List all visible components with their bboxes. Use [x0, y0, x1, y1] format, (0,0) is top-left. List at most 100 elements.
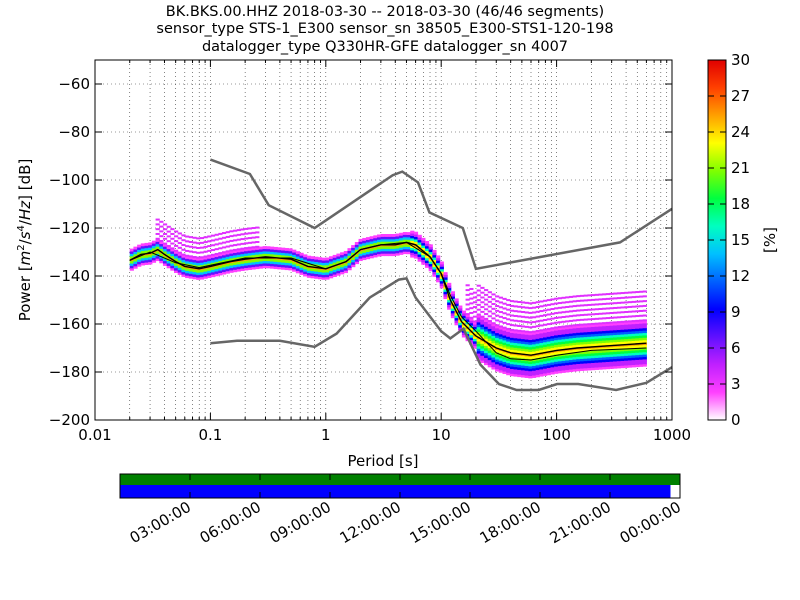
heatmap-cell [244, 267, 249, 271]
heatmap-cell [236, 256, 241, 260]
heatmap-cell [594, 323, 599, 327]
heatmap-cell [524, 306, 529, 309]
heatmap-cell [214, 243, 219, 246]
heatmap-cell [509, 330, 515, 334]
heatmap-cell [133, 258, 138, 262]
heatmap-cell [144, 242, 149, 246]
heatmap-cell [620, 358, 625, 361]
heatmap-cell [498, 336, 503, 340]
heatmap-cell [561, 320, 566, 323]
heatmap-cell [491, 352, 496, 356]
heatmap-cell [568, 352, 574, 356]
heatmap-cell [520, 331, 526, 335]
heatmap-cell [557, 344, 563, 347]
heatmap-cell [461, 332, 467, 336]
heatmap-cell [365, 237, 371, 240]
heatmap-cell [624, 301, 629, 304]
heatmap-cell [528, 368, 533, 372]
heatmap-cell [587, 318, 592, 321]
heatmap-cell [616, 336, 622, 340]
heatmap-cell [196, 237, 201, 240]
colorbar-tick-label: 6 [731, 339, 741, 357]
heatmap-cell [498, 350, 503, 354]
heatmap-cell [155, 250, 160, 254]
heatmap-cell [602, 342, 607, 346]
heatmap-cell [587, 348, 592, 352]
heatmap-cell [579, 327, 585, 331]
heatmap-cell [613, 341, 618, 345]
heatmap-cell [598, 307, 603, 310]
heatmap-cell [277, 266, 282, 270]
colorbar-tick-label: 24 [731, 123, 750, 141]
heatmap-cell [535, 340, 540, 344]
heatmap-cell [579, 351, 585, 355]
heatmap-cell [561, 316, 566, 319]
heatmap-cell [454, 312, 459, 316]
heatmap-cell [266, 258, 271, 262]
heatmap-cell [413, 238, 419, 242]
heatmap-cell [129, 248, 134, 252]
heatmap-cell [443, 288, 448, 292]
heatmap-cell [572, 335, 577, 338]
heatmap-cell [583, 351, 588, 354]
heatmap-cell [432, 264, 437, 268]
heatmap-cell [550, 298, 555, 301]
heatmap-cell [568, 295, 574, 298]
heatmap-cell [144, 262, 149, 265]
heatmap-cell [557, 297, 563, 300]
heatmap-cell [129, 251, 134, 254]
heatmap-cell [221, 251, 227, 254]
heatmap-cell [443, 291, 448, 295]
heatmap-cell [639, 323, 644, 327]
heatmap-cell [498, 306, 503, 309]
heatmap-cell [602, 361, 607, 365]
heatmap-cell [491, 325, 496, 329]
heatmap-cell [221, 246, 227, 249]
heatmap-cell [627, 328, 633, 332]
heatmap-cell [605, 332, 610, 336]
heatmap-cell [395, 238, 400, 242]
heatmap-cell [162, 243, 168, 247]
heatmap-cell [347, 252, 352, 256]
heatmap-cell [247, 246, 253, 249]
heatmap-cell [594, 317, 599, 320]
heatmap-cell [587, 357, 592, 361]
heatmap-cell [587, 341, 592, 345]
heatmap-cell [214, 261, 219, 265]
heatmap-cell [144, 257, 149, 261]
heatmap-cell [565, 310, 570, 313]
heatmap-cell [635, 340, 640, 344]
heatmap-cell [624, 315, 629, 318]
heatmap-cell [395, 250, 400, 254]
heatmap-cell [528, 375, 533, 379]
heatmap-cell [255, 245, 260, 248]
heatmap-cell [627, 326, 633, 330]
heatmap-cell [421, 242, 426, 246]
heatmap-cell [317, 271, 323, 275]
heatmap-cell [203, 263, 208, 267]
heatmap-cell [613, 311, 618, 314]
heatmap-cell [605, 327, 610, 331]
heatmap-cell [539, 337, 544, 341]
heatmap-cell [240, 253, 245, 257]
heatmap-cell [251, 259, 256, 263]
heatmap-cell [535, 350, 540, 354]
heatmap-cell [598, 357, 603, 361]
heatmap-cell [624, 291, 629, 294]
heatmap-cell [520, 306, 526, 309]
heatmap-cell [469, 307, 474, 310]
heatmap-cell [247, 237, 253, 240]
heatmap-cell [244, 248, 249, 252]
heatmap-cell [199, 264, 205, 268]
heatmap-cell [605, 337, 610, 341]
heatmap-cell [594, 355, 599, 358]
heatmap-cell [506, 299, 511, 302]
heatmap-cell [642, 349, 647, 353]
heatmap-cell [602, 293, 607, 296]
heatmap-cell [642, 325, 647, 329]
heatmap-cell [192, 264, 197, 268]
heatmap-cell [365, 241, 371, 245]
heatmap-cell [450, 308, 455, 311]
heatmap-cell [133, 246, 138, 250]
heatmap-cell [155, 218, 160, 221]
